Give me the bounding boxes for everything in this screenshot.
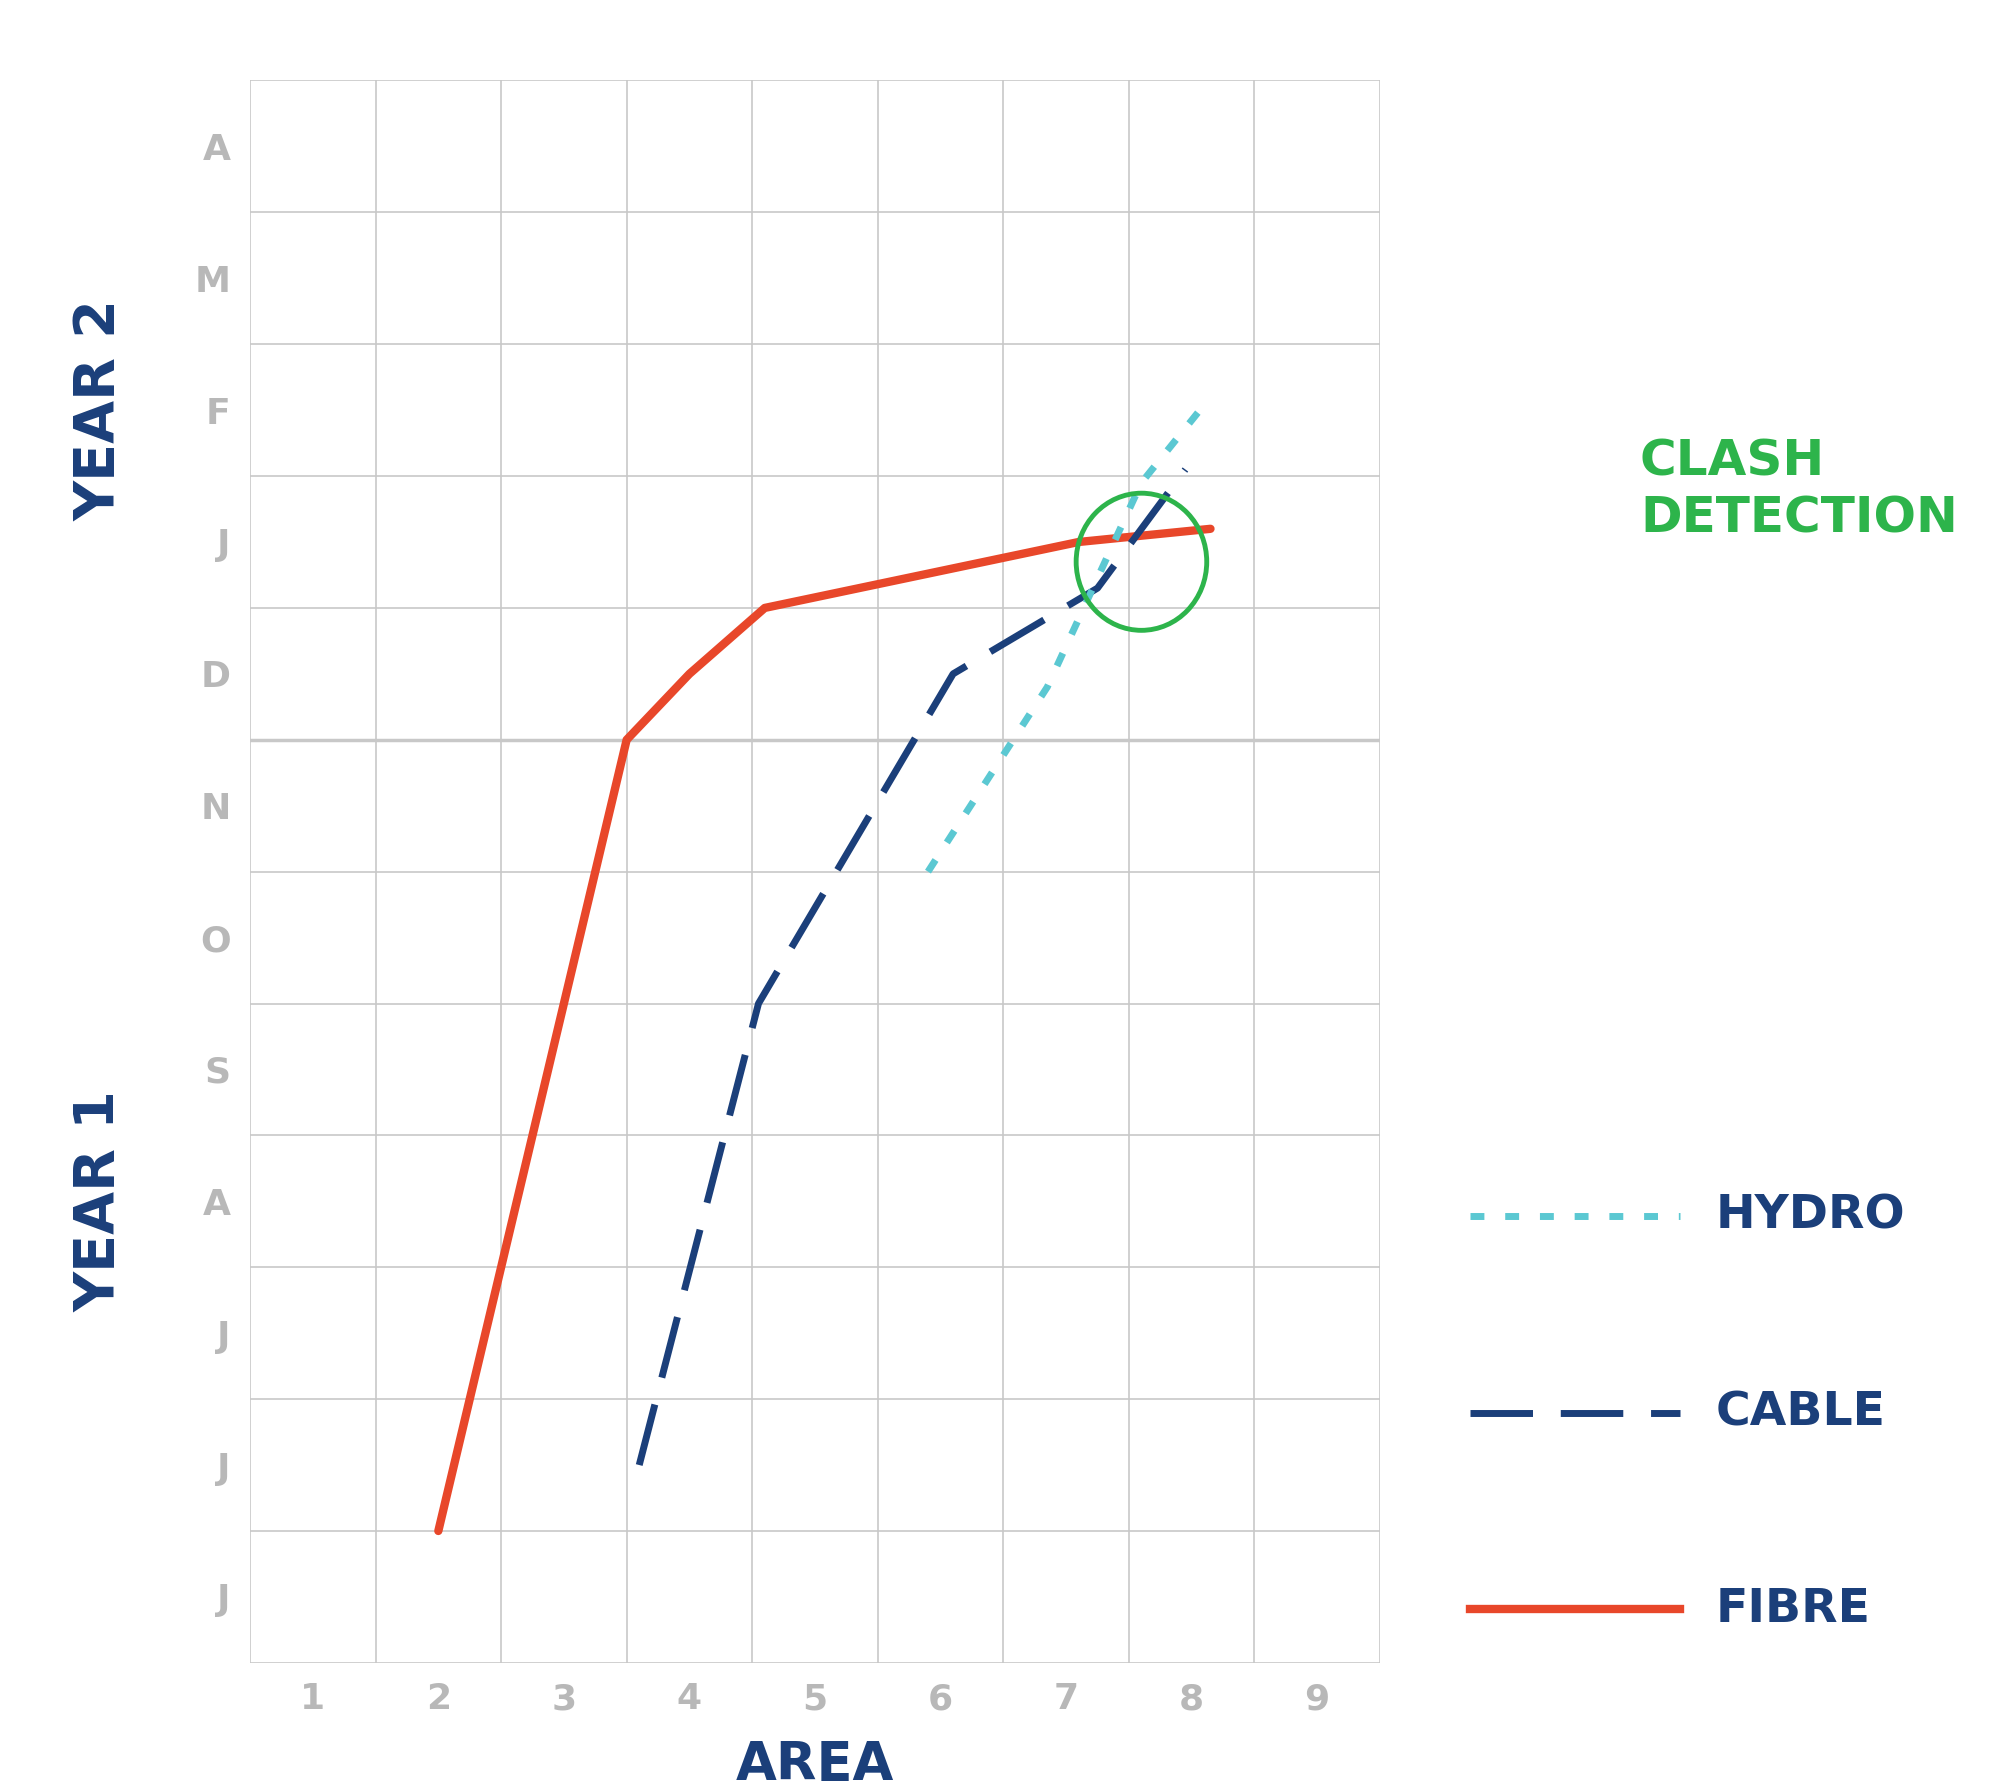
Text: CABLE: CABLE <box>1716 1389 1886 1436</box>
Text: YEAR 1: YEAR 1 <box>72 1091 128 1312</box>
Text: FIBRE: FIBRE <box>1716 1586 1872 1632</box>
X-axis label: AREA: AREA <box>736 1738 894 1788</box>
Text: CLASH
DETECTION: CLASH DETECTION <box>1640 438 1958 544</box>
Text: HYDRO: HYDRO <box>1716 1193 1906 1239</box>
Text: YEAR 2: YEAR 2 <box>72 299 128 520</box>
